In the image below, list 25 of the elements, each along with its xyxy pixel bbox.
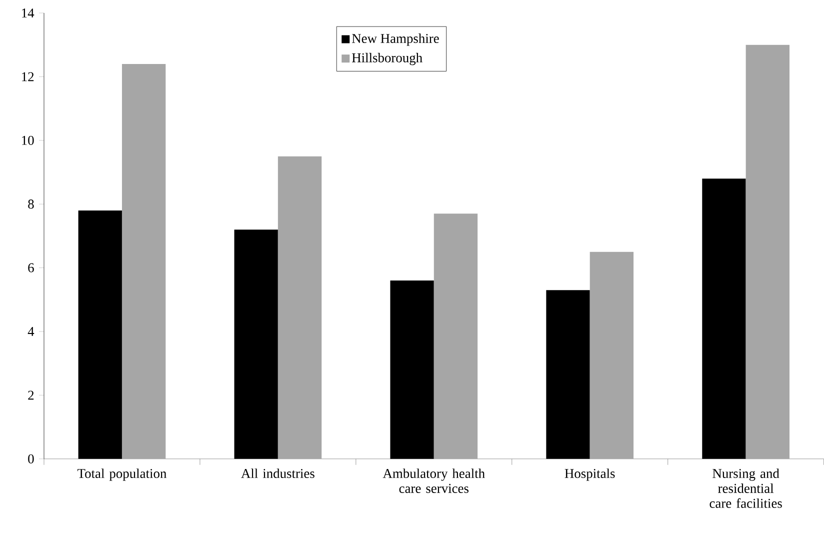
x-tick-label: Hospitals xyxy=(564,468,615,481)
bar xyxy=(590,252,634,459)
bar xyxy=(546,290,590,459)
y-tick-label: 10 xyxy=(22,136,34,145)
bar xyxy=(234,230,278,459)
x-tick-label: Total population xyxy=(78,468,166,481)
y-tick-label: 14 xyxy=(22,8,34,18)
y-tick-label: 6 xyxy=(28,263,34,272)
y-tick-label: 4 xyxy=(28,327,34,336)
y-tick-label: 2 xyxy=(28,390,34,400)
y-tick-label: 8 xyxy=(28,200,34,209)
bar xyxy=(434,214,478,459)
bar xyxy=(702,178,746,459)
bar xyxy=(746,44,790,459)
bar xyxy=(390,280,434,459)
y-tick-label: 0 xyxy=(28,454,34,464)
legend-label: Hillsborough xyxy=(352,52,422,66)
x-tick-label: Nursing and residential care facilities xyxy=(710,468,782,508)
y-tick-label: 12 xyxy=(22,72,34,82)
x-tick-label: Ambulatory health care services xyxy=(382,468,485,494)
legend-label: New Hampshire xyxy=(352,34,439,46)
x-tick-label: All industries xyxy=(241,468,314,478)
bar xyxy=(78,210,122,459)
bar xyxy=(122,64,166,459)
bar xyxy=(278,156,322,459)
